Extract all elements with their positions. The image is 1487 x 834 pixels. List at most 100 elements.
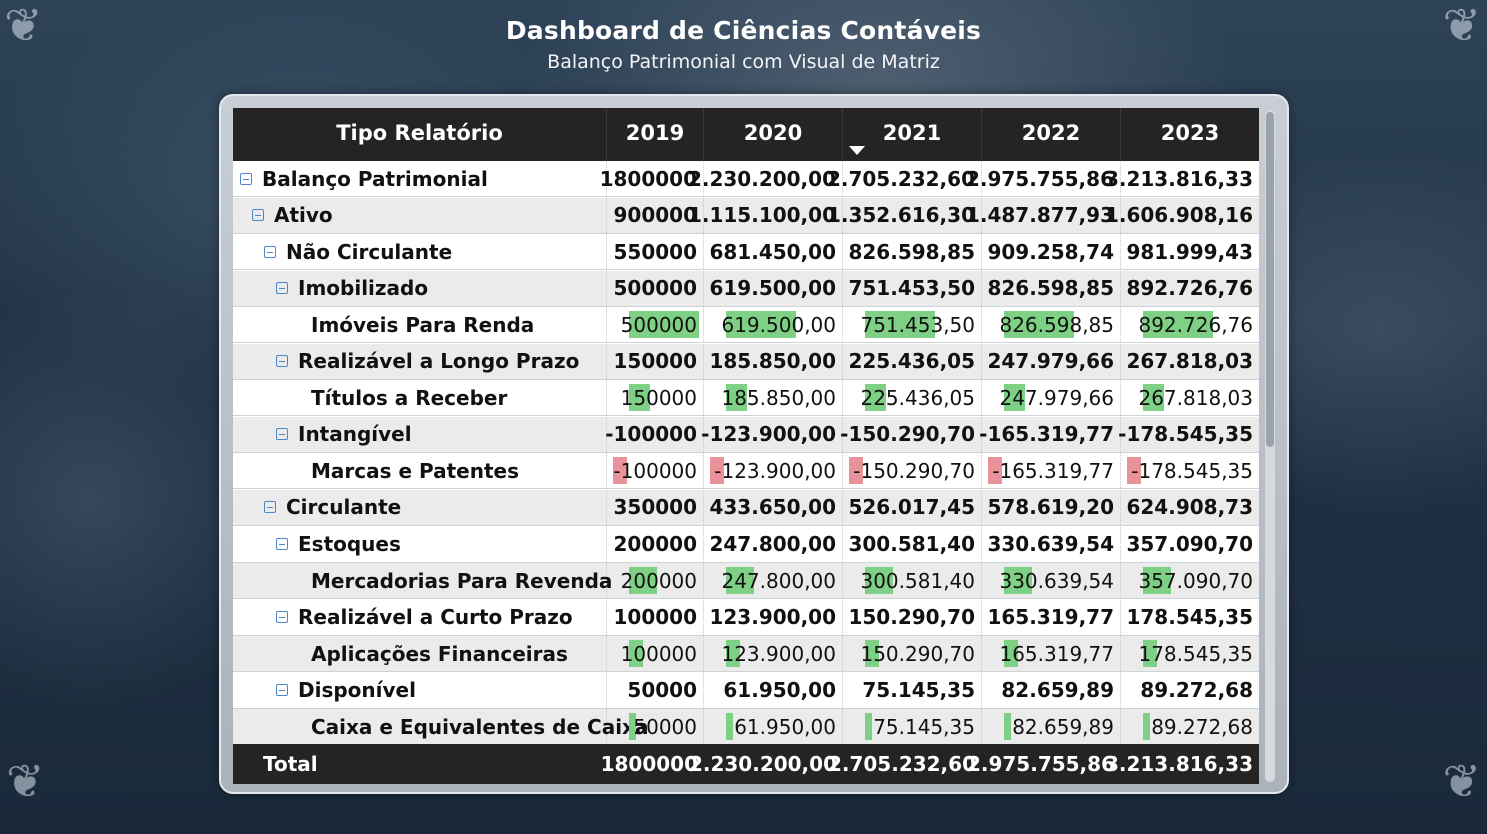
cell-value: 200000	[620, 568, 697, 593]
row-header-cell[interactable]: Tipo Relatório	[233, 108, 607, 161]
value-cell: 619.500,00	[704, 270, 843, 306]
cell-value: 267.818,03	[1138, 385, 1253, 410]
value-cell: 178.545,35	[1121, 600, 1259, 635]
value-cell: 681.450,00	[704, 234, 843, 270]
cell-value: 2.230.200,00	[687, 166, 836, 191]
value-cell: 619.500,00	[704, 307, 843, 343]
matrix-group-row[interactable]: Estoques 200000 247.800,00 300.581,40 330.63…	[233, 526, 1259, 563]
cell-value: 225.436,05	[860, 385, 975, 410]
collapse-icon[interactable]	[264, 245, 276, 258]
cell-value: 267.818,03	[1126, 349, 1253, 374]
cell-value: 751.453,50	[848, 276, 975, 301]
value-cell: 2.230.200,00	[688, 161, 843, 196]
value-cell: 150.290,70	[843, 636, 982, 672]
matrix-group-row[interactable]: Balanço Patrimonial 1800000 2.230.200,00 2.…	[233, 161, 1259, 197]
cell-value: 165.319,77	[987, 605, 1114, 630]
positive-data-bar	[726, 384, 747, 412]
sort-descending-icon[interactable]	[849, 146, 865, 155]
cell-value: 185.850,00	[721, 385, 836, 410]
column-header-2020[interactable]: 2020	[704, 108, 843, 161]
value-cell: 1.487.877,93	[966, 197, 1121, 233]
matrix-leaf-row[interactable]: Marcas e Patentes -100000 -123.900,00 -150.…	[233, 453, 1259, 490]
matrix-group-row[interactable]: Ativo 900000 1.115.100,00 1.352.616,30 1.487…	[233, 197, 1259, 234]
scrollbar-thumb[interactable]	[1266, 112, 1274, 447]
cell-value: 624.908,73	[1126, 495, 1253, 520]
matrix-group-row[interactable]: Circulante 350000 433.650,00 526.017,45 578.…	[233, 489, 1259, 526]
positive-data-bar	[865, 567, 893, 595]
collapse-icon[interactable]	[276, 355, 288, 368]
collapse-icon[interactable]	[276, 282, 288, 295]
cell-value: -165.319,77	[979, 422, 1114, 447]
matrix-leaf-row[interactable]: Mercadorias Para Revenda 200000 247.800,00…	[233, 563, 1259, 600]
cell-value: -123.900,00	[701, 422, 836, 447]
cell-value: 300.581,40	[848, 532, 975, 556]
matrix-group-row[interactable]: Intangível -100000 -123.900,00 -150.290,70-…	[233, 416, 1259, 453]
matrix-leaf-row[interactable]: Títulos a Receber 150000 185.850,00 225.436…	[233, 380, 1259, 417]
collapse-icon[interactable]	[276, 684, 288, 697]
cell-value: 82.659,89	[1012, 714, 1114, 739]
value-cell: 826.598,85	[843, 234, 982, 270]
total-value: 3.213.816,33	[1104, 752, 1253, 776]
matrix-group-row[interactable]: Realizável a Curto Prazo 100000 123.900,00…	[233, 599, 1259, 636]
matrix-visual-frame: Tipo Relatório 2019 2020 2021 2022 2023 …	[219, 94, 1289, 794]
row-label-cell: Marcas e Patentes	[233, 453, 607, 489]
matrix-group-row[interactable]: Imobilizado 500000 619.500,00 751.453,50 826…	[233, 270, 1259, 307]
cell-value: 433.650,00	[709, 495, 836, 520]
value-cell: 89.272,68	[1121, 709, 1259, 744]
value-cell: -178.545,35	[1118, 417, 1259, 452]
value-cell: 100000	[607, 599, 704, 635]
total-row: Total 1800000 2.230.200,00 2.705.232,60 …	[233, 744, 1259, 784]
matrix-leaf-row[interactable]: Imóveis Para Renda 500000 619.500,00 751.45…	[233, 307, 1259, 344]
column-header-label: 2020	[743, 120, 803, 145]
positive-data-bar	[1143, 384, 1164, 412]
cell-value: 247.800,00	[709, 532, 836, 556]
column-header-2019[interactable]: 2019	[607, 108, 704, 161]
cell-value: 178.545,35	[1126, 605, 1253, 630]
row-label-cell: Aplicações Financeiras	[233, 636, 607, 672]
row-label: Não Circulante	[286, 239, 453, 264]
row-label-cell: Realizável a Longo Prazo	[233, 343, 607, 379]
value-cell: -100000	[607, 453, 704, 489]
value-cell: 123.900,00	[704, 599, 843, 635]
value-cell: 267.818,03	[1121, 380, 1259, 415]
matrix-leaf-row[interactable]: Aplicações Financeiras 100000 123.900,00 15…	[233, 636, 1259, 673]
column-header-2023[interactable]: 2023	[1121, 108, 1259, 161]
cell-value: 3.213.816,33	[1104, 166, 1253, 191]
value-cell: 300.581,40	[843, 526, 982, 562]
collapse-icon[interactable]	[276, 428, 288, 441]
collapse-icon[interactable]	[276, 538, 288, 550]
value-cell: 900000	[607, 197, 704, 233]
total-value: 2.705.232,60	[827, 752, 976, 776]
collapse-icon[interactable]	[240, 172, 252, 185]
positive-data-bar	[629, 713, 636, 741]
row-label: Realizável a Longo Prazo	[298, 349, 580, 374]
cell-value: 826.598,85	[987, 276, 1114, 301]
matrix-group-row[interactable]: Disponível 50000 61.950,00 75.145,35 82.659,…	[233, 672, 1259, 709]
total-value: 2.975.755,86	[966, 752, 1115, 776]
cell-value: 50000	[627, 678, 697, 703]
column-header-2022[interactable]: 2022	[982, 108, 1121, 161]
value-cell: 330.639,54	[982, 563, 1121, 599]
value-cell: 165.319,77	[982, 636, 1121, 672]
corner-ornament-icon: ❦	[4, 0, 43, 52]
collapse-icon[interactable]	[252, 209, 264, 222]
collapse-icon[interactable]	[264, 501, 276, 514]
row-label: Balanço Patrimonial	[262, 166, 488, 191]
cell-value: 500000	[613, 276, 698, 301]
cell-value: 1.487.877,93	[965, 203, 1114, 228]
row-label-cell: Caixa e Equivalentes de Caixa	[233, 709, 648, 745]
vertical-scrollbar[interactable]	[1265, 110, 1275, 782]
value-cell: 123.900,00	[704, 636, 843, 672]
cell-value: 225.436,05	[848, 349, 975, 374]
value-cell: -165.319,77	[982, 453, 1121, 489]
value-cell: 178.545,35	[1121, 636, 1259, 671]
column-header-2021[interactable]: 2021	[843, 108, 982, 161]
matrix-group-row[interactable]: Realizável a Longo Prazo 150000 185.850,00…	[233, 343, 1259, 380]
cell-value: 1800000	[599, 166, 697, 191]
positive-data-bar	[1004, 311, 1074, 339]
matrix-group-row[interactable]: Não Circulante 550000 681.450,00 826.598,85…	[233, 234, 1259, 271]
matrix-leaf-row[interactable]: Caixa e Equivalentes de Caixa 50000 61.950…	[233, 709, 1259, 746]
row-label-cell: Disponível	[233, 672, 607, 708]
collapse-icon[interactable]	[276, 611, 288, 624]
cell-value: 89.272,68	[1151, 714, 1253, 739]
